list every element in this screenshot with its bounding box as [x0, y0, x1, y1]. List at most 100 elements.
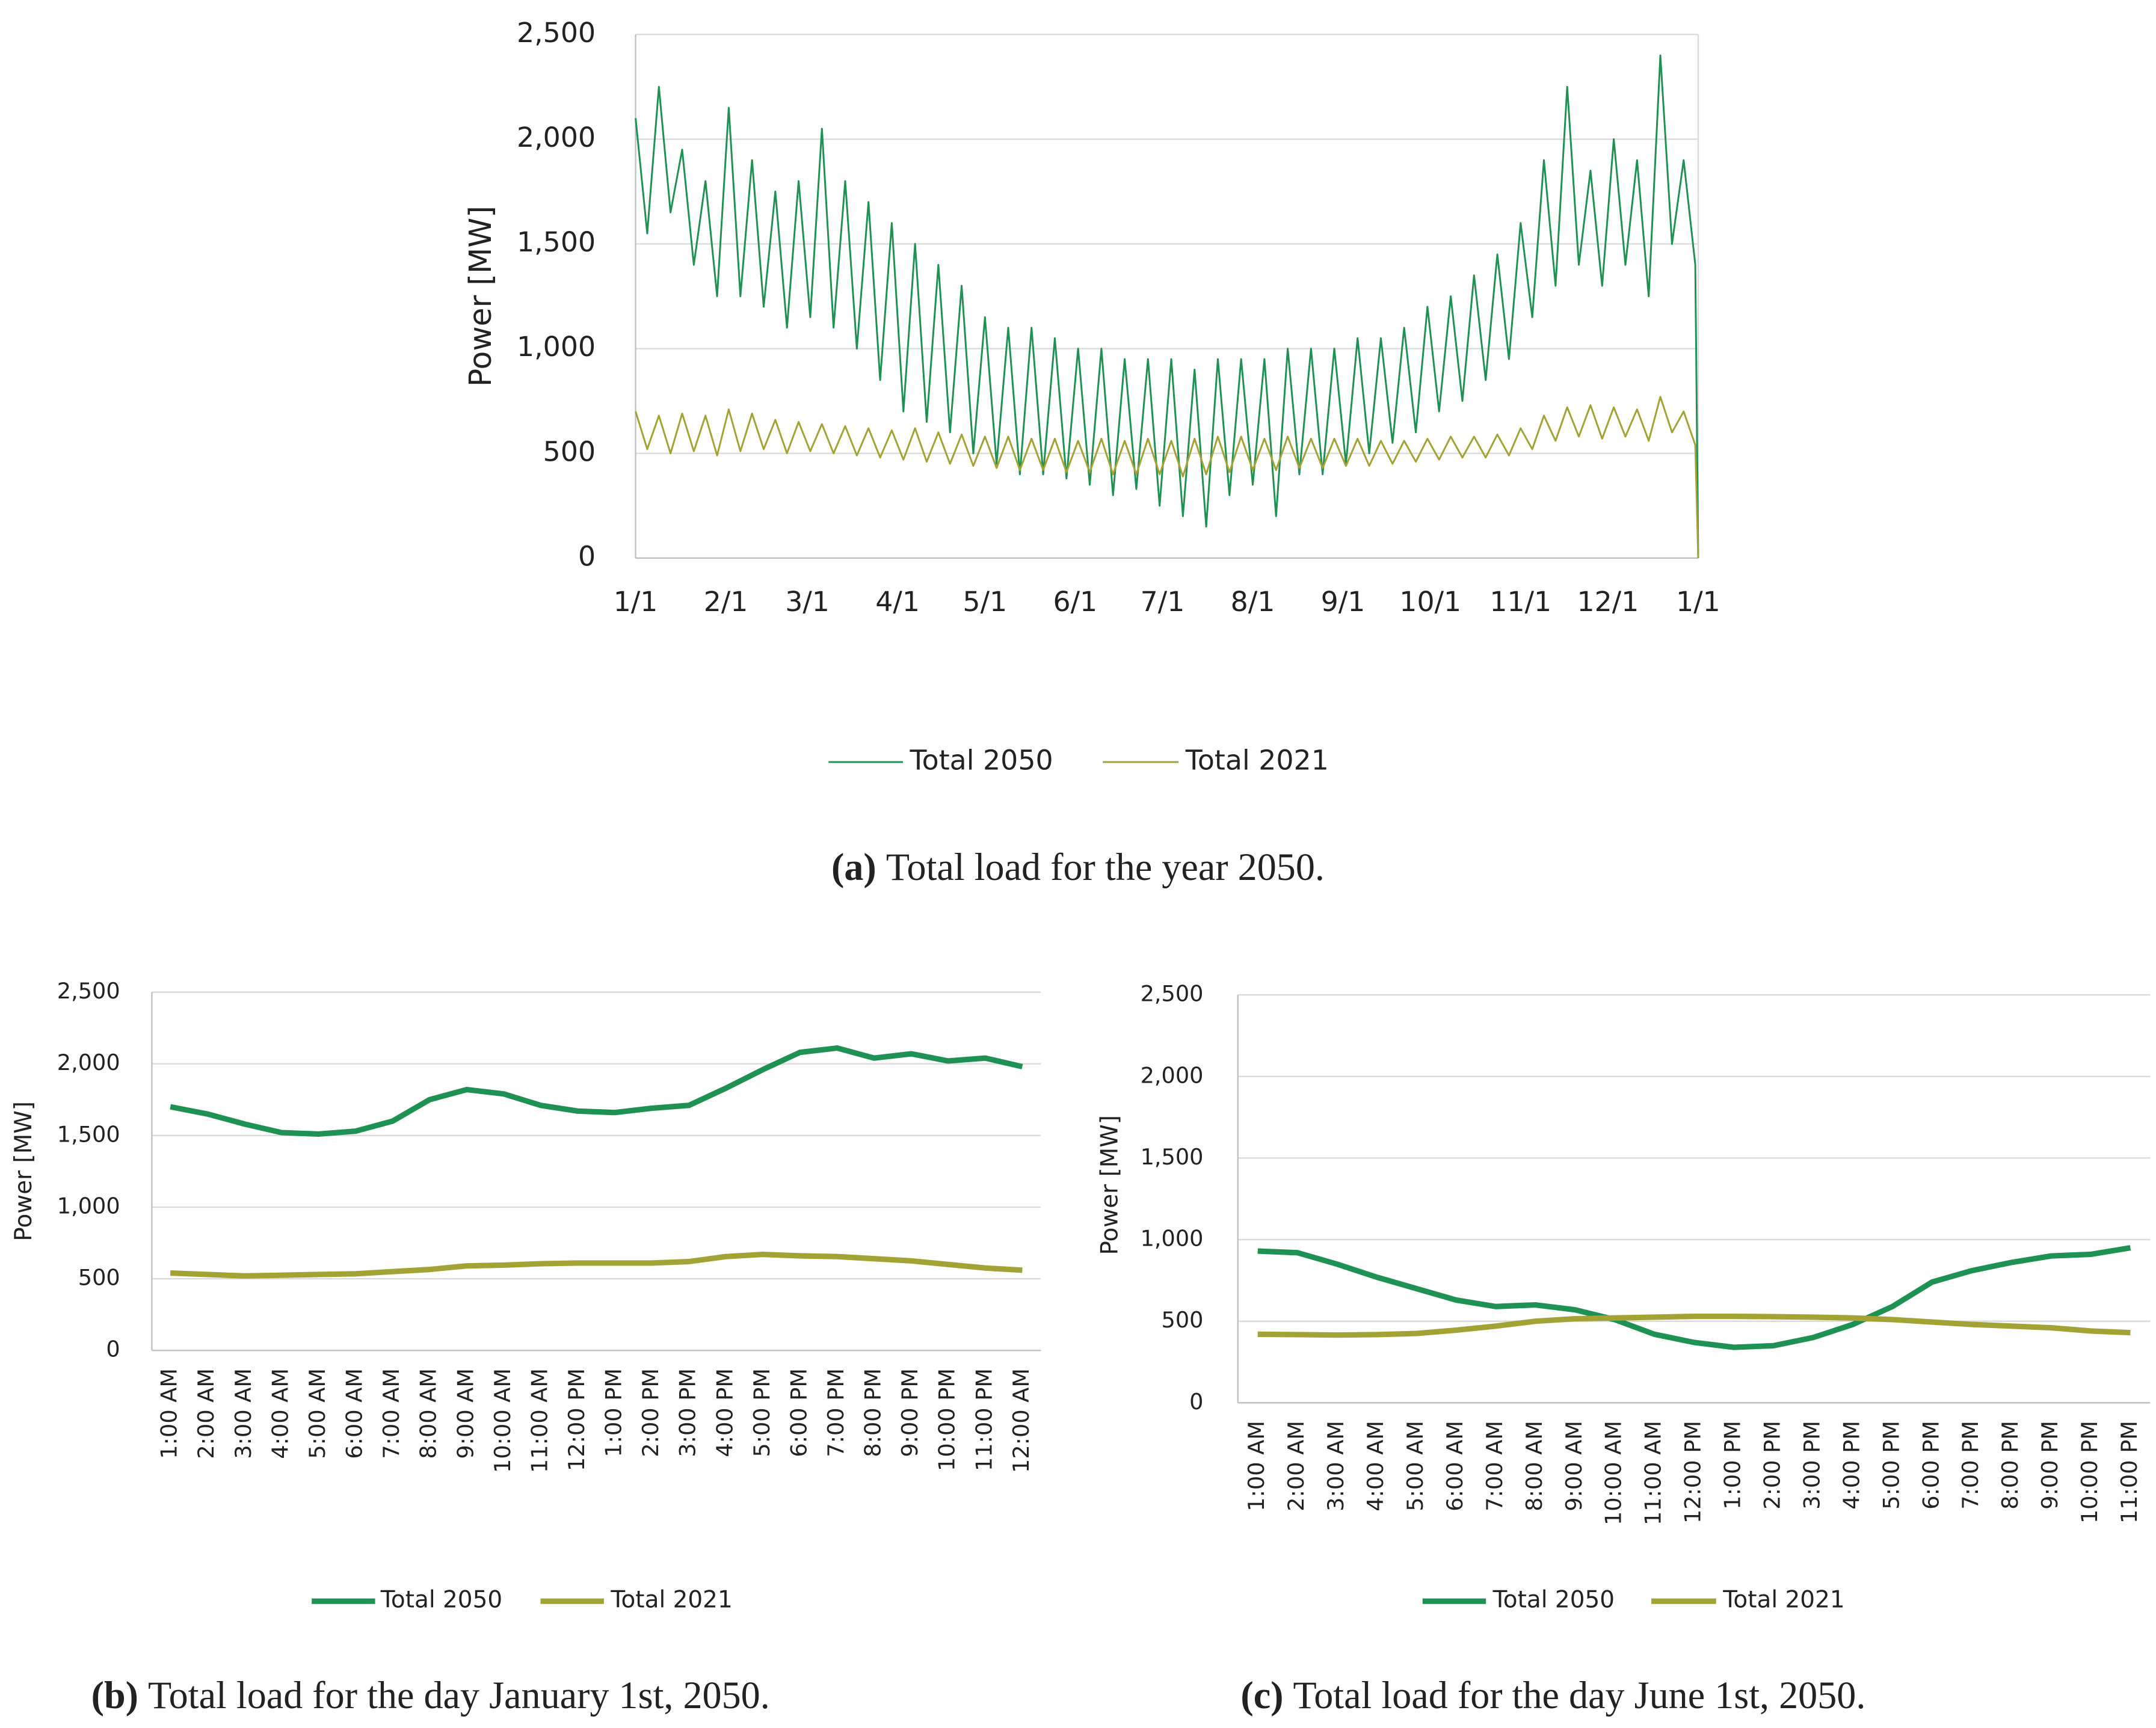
legend-label: Total 2021 — [610, 1587, 732, 1614]
x-tick-label: 8/1 — [1231, 585, 1275, 618]
caption-text: Total load for the year 2050. — [886, 846, 1325, 888]
y-tick-label: 2,500 — [517, 16, 596, 49]
x-tick-label: 2:00 PM — [1759, 1421, 1785, 1510]
y-tick-label: 2,000 — [517, 121, 596, 153]
caption-text: Total load for the day June 1st, 2050. — [1293, 1674, 1866, 1717]
series-line — [1257, 1313, 2131, 1338]
x-tick-label: 11:00 AM — [526, 1368, 552, 1473]
series-line — [1257, 1245, 2131, 1350]
y-tick-label: 2,500 — [1141, 981, 1204, 1007]
x-tick-label: 3:00 PM — [675, 1368, 701, 1457]
legend-label: Total 2050 — [909, 743, 1053, 776]
x-tick-label: 9/1 — [1321, 585, 1366, 618]
y-tick-label: 500 — [1162, 1307, 1204, 1333]
y-axis-title: Power [MW] — [463, 206, 498, 387]
x-tick-label: 3:00 PM — [1799, 1421, 1825, 1510]
y-tick-label: 1,500 — [1141, 1144, 1204, 1170]
series-line — [170, 1045, 1023, 1137]
x-tick-label: 1/1 — [614, 585, 658, 618]
x-tick-label: 2:00 AM — [1283, 1421, 1309, 1511]
x-tick-label: 10/1 — [1399, 585, 1461, 618]
x-tick-label: 12/1 — [1577, 585, 1639, 618]
x-tick-label: 1:00 AM — [1243, 1421, 1269, 1511]
x-tick-label: 12:00 PM — [564, 1368, 590, 1471]
legend-label: Total 2050 — [380, 1587, 502, 1614]
x-tick-label: 1:00 PM — [601, 1368, 627, 1457]
x-tick-label: 10:00 AM — [490, 1368, 516, 1473]
caption-label: (b) — [91, 1674, 138, 1717]
x-tick-label: 10:00 AM — [1601, 1421, 1627, 1525]
x-tick-label: 5:00 PM — [749, 1368, 775, 1457]
x-tick-label: 6:00 AM — [342, 1368, 368, 1459]
y-tick-label: 500 — [543, 435, 596, 467]
x-tick-label: 7:00 PM — [1957, 1421, 1983, 1510]
x-tick-label: 11:00 PM — [2116, 1421, 2142, 1524]
x-tick-label: 2:00 AM — [193, 1368, 219, 1459]
x-tick-label: 9:00 PM — [2037, 1421, 2063, 1510]
x-tick-label: 8:00 PM — [860, 1368, 886, 1457]
x-tick-label: 7/1 — [1141, 585, 1185, 618]
y-tick-label: 1,500 — [57, 1121, 120, 1147]
x-tick-label: 4:00 AM — [267, 1368, 293, 1459]
x-tick-label: 4/1 — [875, 585, 920, 618]
x-tick-label: 10:00 PM — [934, 1368, 960, 1471]
x-tick-label: 4:00 AM — [1363, 1421, 1388, 1511]
x-tick-label: 1:00 PM — [1720, 1421, 1746, 1510]
x-tick-label: 8:00 AM — [1521, 1421, 1547, 1511]
x-tick-label: 11:00 PM — [971, 1368, 997, 1471]
y-tick-label: 1,000 — [517, 330, 596, 363]
x-tick-label: 10:00 PM — [2077, 1421, 2102, 1524]
x-tick-label: 1:00 AM — [156, 1368, 182, 1459]
legend-label: Total 2050 — [1492, 1587, 1615, 1614]
y-tick-label: 500 — [78, 1265, 120, 1291]
y-tick-label: 0 — [578, 540, 596, 572]
legend-label: Total 2021 — [1722, 1587, 1844, 1614]
y-tick-label: 1,000 — [57, 1193, 120, 1219]
y-tick-label: 1,500 — [517, 226, 596, 258]
series-line — [170, 1252, 1023, 1279]
caption-label: (c) — [1240, 1674, 1283, 1717]
x-tick-label: 1/1 — [1676, 585, 1720, 618]
caption-text: Total load for the day January 1st, 2050… — [148, 1674, 770, 1717]
y-tick-label: 2,500 — [57, 978, 120, 1004]
x-tick-label: 7:00 AM — [1482, 1421, 1508, 1511]
x-tick-label: 5/1 — [962, 585, 1007, 618]
x-tick-label: 9:00 PM — [897, 1368, 923, 1457]
y-tick-label: 1,000 — [1141, 1226, 1204, 1252]
x-tick-label: 6:00 AM — [1442, 1421, 1468, 1511]
x-tick-label: 7:00 PM — [823, 1368, 849, 1457]
x-tick-label: 2:00 PM — [638, 1368, 664, 1457]
caption: (c) Total load for the day June 1st, 205… — [1240, 1674, 1865, 1717]
x-tick-label: 9:00 AM — [452, 1368, 478, 1459]
y-tick-label: 2,000 — [1141, 1062, 1204, 1088]
y-tick-label: 0 — [106, 1336, 120, 1362]
x-tick-label: 9:00 AM — [1561, 1421, 1587, 1511]
legend-label: Total 2021 — [1185, 743, 1329, 776]
series-line — [635, 396, 1699, 558]
y-axis-title: Power [MW] — [10, 1101, 37, 1241]
x-tick-label: 8:00 PM — [1997, 1421, 2023, 1510]
x-tick-label: 4:00 PM — [712, 1368, 738, 1457]
x-tick-label: 11/1 — [1489, 585, 1551, 618]
caption: (b) Total load for the day January 1st, … — [91, 1674, 770, 1717]
x-tick-label: 5:00 PM — [1878, 1421, 1904, 1510]
x-tick-label: 3:00 AM — [1323, 1421, 1349, 1511]
x-tick-label: 5:00 AM — [1402, 1421, 1428, 1511]
y-axis-title: Power [MW] — [1096, 1115, 1123, 1255]
x-tick-label: 8:00 AM — [416, 1368, 442, 1459]
y-tick-label: 2,000 — [57, 1050, 120, 1075]
caption: (a) Total load for the year 2050. — [831, 846, 1325, 888]
caption-label: (a) — [831, 846, 876, 888]
x-tick-label: 4:00 PM — [1838, 1421, 1864, 1510]
x-tick-label: 3/1 — [785, 585, 830, 618]
x-tick-label: 3:00 AM — [230, 1368, 256, 1459]
x-tick-label: 2/1 — [704, 585, 748, 618]
x-tick-label: 12:00 AM — [1008, 1368, 1034, 1473]
x-tick-label: 6/1 — [1053, 585, 1097, 618]
series-line — [635, 54, 1699, 558]
x-tick-label: 6:00 PM — [1918, 1421, 1944, 1510]
x-tick-label: 5:00 AM — [304, 1368, 330, 1459]
